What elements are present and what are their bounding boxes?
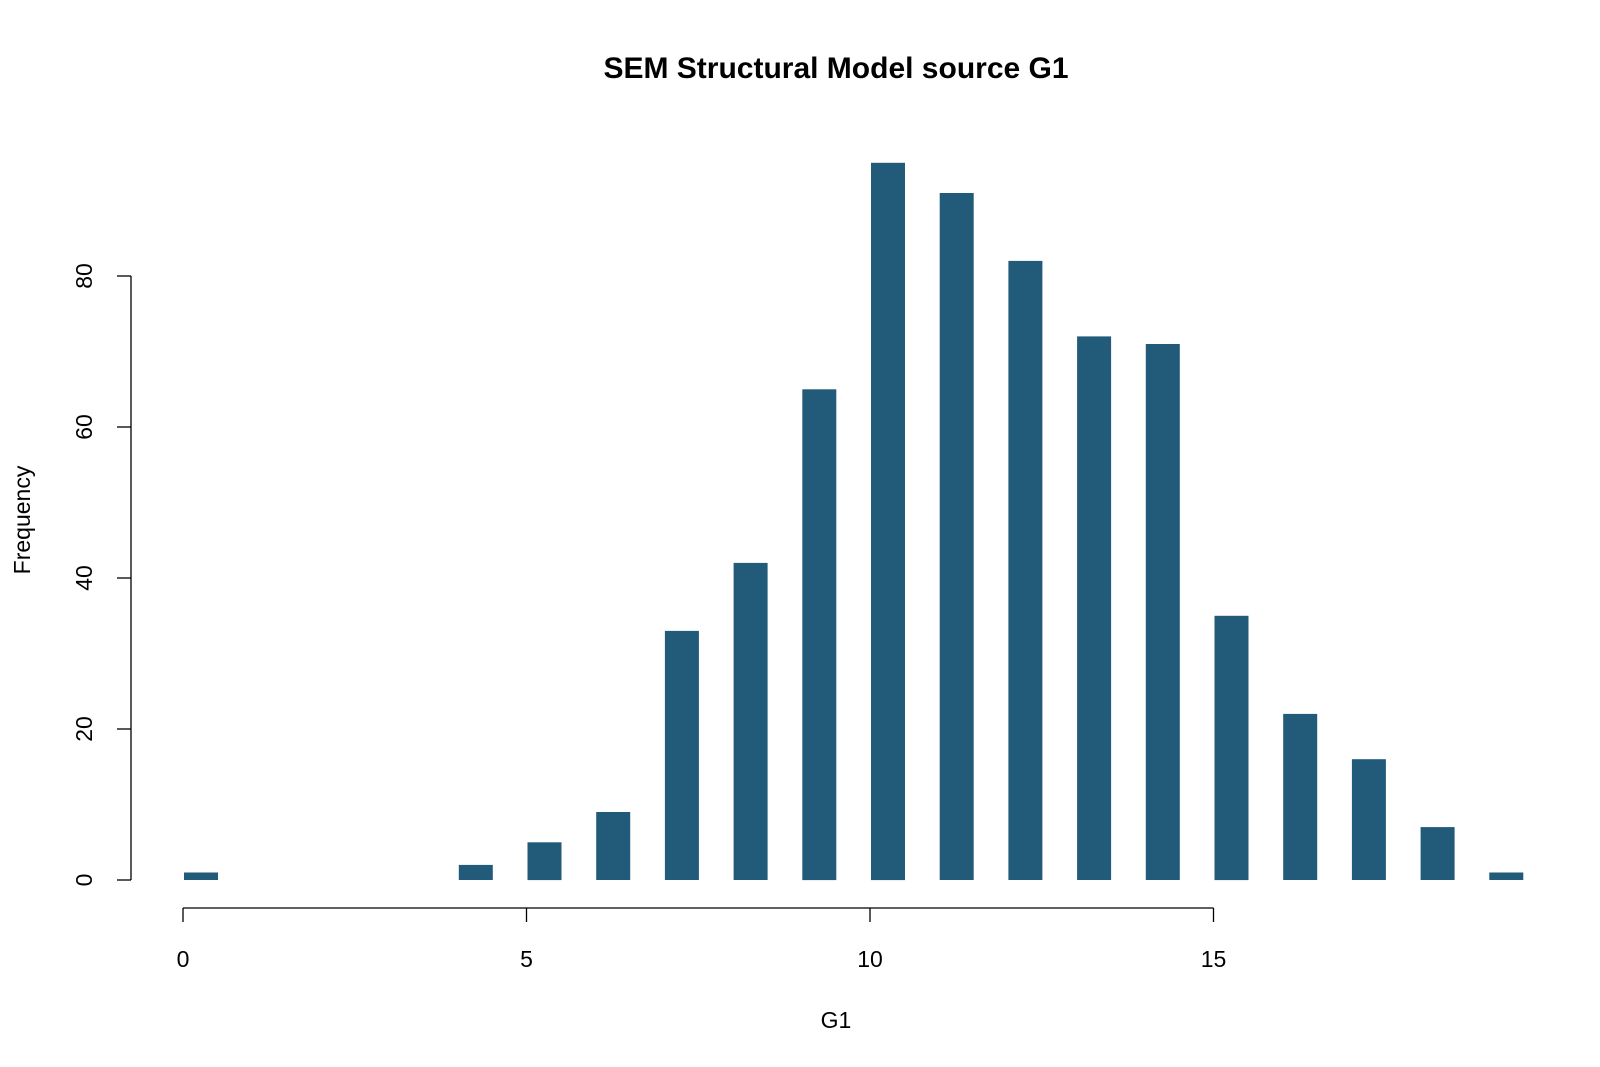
bars-group xyxy=(184,162,1524,881)
x-tick-label-15: 15 xyxy=(1201,946,1227,972)
bar-8 xyxy=(733,562,768,880)
bar-7 xyxy=(664,630,699,880)
y-tick-label-40: 40 xyxy=(71,565,97,591)
y-axis: 0 20 40 60 80 xyxy=(71,263,132,887)
y-tick-label-80: 80 xyxy=(71,263,97,289)
x-axis-label: G1 xyxy=(821,1007,852,1033)
y-tick-label-60: 60 xyxy=(71,414,97,440)
bar-19 xyxy=(1489,872,1524,880)
chart-title: SEM Structural Model source G1 xyxy=(603,52,1068,85)
bar-10 xyxy=(871,162,905,881)
bar-18 xyxy=(1420,827,1455,880)
y-tick-label-20: 20 xyxy=(71,716,97,742)
bar-11 xyxy=(939,193,974,880)
bar-13 xyxy=(1077,336,1112,880)
y-tick-label-0: 0 xyxy=(71,874,97,887)
y-axis-label: Frequency xyxy=(9,465,35,574)
bar-15 xyxy=(1214,615,1249,881)
bar-16 xyxy=(1283,713,1318,880)
x-tick-label-10: 10 xyxy=(857,946,883,972)
bar-17 xyxy=(1351,759,1386,880)
bar-4 xyxy=(458,864,493,880)
bar-0 xyxy=(184,872,218,880)
bar-12 xyxy=(1008,260,1043,880)
x-tick-label-0: 0 xyxy=(177,946,190,972)
x-tick-label-5: 5 xyxy=(520,946,533,972)
bar-5 xyxy=(527,842,562,881)
x-axis: 0 5 10 15 xyxy=(177,907,1227,972)
bar-14 xyxy=(1145,344,1180,880)
bar-6 xyxy=(596,812,631,880)
bar-9 xyxy=(802,389,837,881)
